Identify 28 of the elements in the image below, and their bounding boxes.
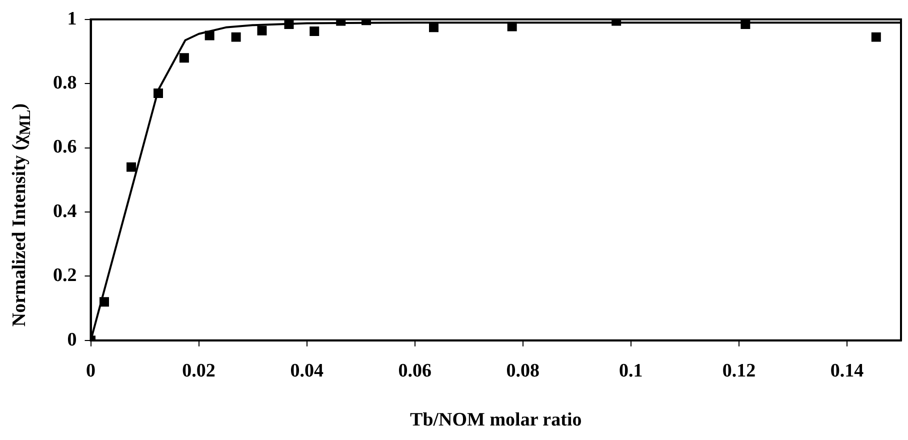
x-tick-label: 0.06 — [398, 360, 432, 382]
point — [871, 32, 881, 42]
x-tick-label: 0.1 — [619, 360, 643, 382]
point — [429, 22, 438, 32]
point — [126, 162, 136, 172]
x-tick-label: 0.02 — [182, 360, 216, 382]
x-tick-label: 0 — [86, 360, 96, 382]
x-tick-label: 0.04 — [290, 360, 324, 382]
y-tick-label: 0.6 — [53, 136, 77, 158]
y-tick-label: 0 — [67, 329, 77, 350]
x-tick-label: 0.12 — [722, 360, 756, 382]
x-tick-label: 0.14 — [830, 360, 864, 382]
y-tick-label: 1 — [67, 8, 77, 30]
point — [231, 32, 241, 42]
y-tick-label: 0.2 — [53, 265, 77, 286]
y-tick-label: 0.8 — [53, 72, 77, 94]
point — [257, 26, 267, 36]
point — [204, 30, 214, 40]
point — [154, 88, 164, 98]
x-axis-title: Tb/NOM molar ratio — [410, 410, 582, 431]
point — [284, 19, 294, 29]
point — [100, 297, 109, 307]
x-tick-label: 0.08 — [506, 360, 540, 382]
point — [740, 19, 750, 29]
y-tick-label: 0.4 — [53, 200, 78, 222]
point — [310, 26, 320, 36]
point — [507, 22, 517, 32]
point — [179, 53, 189, 63]
